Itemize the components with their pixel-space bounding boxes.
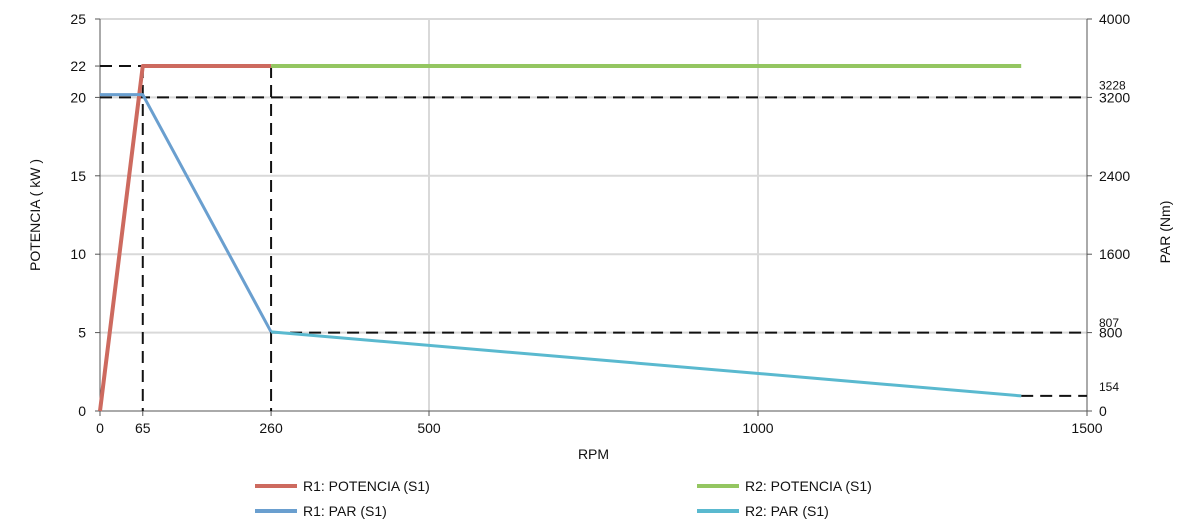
- y-right-annotation-label: 154: [1099, 380, 1119, 394]
- x-tick-label: 260: [259, 420, 283, 436]
- y-left-tick-label: 25: [70, 11, 86, 27]
- y-left-tick-label: 15: [70, 168, 86, 184]
- x-tick-label: 500: [417, 420, 441, 436]
- legend-label-r2-par-s1: R2: PAR (S1): [745, 503, 829, 519]
- y-right-annotation-label: 3228: [1099, 79, 1126, 93]
- y-right-tick-label: 800: [1099, 325, 1123, 341]
- x-tick-label: 1500: [1071, 420, 1102, 436]
- y-left-tick-label: 0: [78, 403, 86, 419]
- y-right-tick-label: 1600: [1099, 246, 1130, 262]
- x-axis-title: RPM: [578, 446, 609, 462]
- legend-label-r1-potencia-s1: R1: POTENCIA (S1): [303, 478, 430, 494]
- x-tick-label: 0: [96, 420, 104, 436]
- y-left-tick-label: 10: [70, 246, 86, 262]
- y-left-tick-label: 22: [70, 58, 86, 74]
- y-right-tick-label: 3200: [1099, 89, 1130, 105]
- y-left-tick-label: 5: [78, 325, 86, 341]
- y-right-tick-label: 2400: [1099, 168, 1130, 184]
- legend-label-r2-potencia-s1: R2: POTENCIA (S1): [745, 478, 872, 494]
- series-line-r1-par-s1: [100, 93, 273, 333]
- y-axis-right-title: PAR (Nm): [1157, 201, 1173, 264]
- legend-label-r1-par-s1: R1: PAR (S1): [303, 503, 387, 519]
- y-right-tick-label: 4000: [1099, 11, 1130, 27]
- series-line-r1-potencia-s1: [98, 64, 272, 412]
- y-left-tick-label: 20: [70, 89, 86, 105]
- y-right-tick-label: 0: [1099, 403, 1107, 419]
- y-right-annotation-label: 807: [1099, 316, 1119, 330]
- x-tick-label: 65: [135, 420, 151, 436]
- series-line-r2-par-s1: [270, 330, 1022, 398]
- x-tick-label: 1000: [742, 420, 773, 436]
- y-axis-left-title: POTENCIA ( kW ): [27, 159, 43, 271]
